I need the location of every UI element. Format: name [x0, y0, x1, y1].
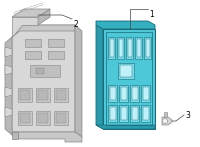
Bar — [30, 65, 60, 77]
Bar — [130, 85, 139, 102]
Polygon shape — [5, 47, 12, 57]
Bar — [132, 87, 138, 100]
Polygon shape — [5, 87, 12, 97]
Bar — [146, 39, 150, 57]
Bar — [56, 113, 66, 123]
Polygon shape — [5, 107, 12, 117]
Bar — [36, 88, 50, 102]
Bar — [18, 88, 32, 102]
Bar — [117, 37, 124, 59]
Polygon shape — [38, 9, 50, 25]
Bar — [120, 87, 127, 100]
Polygon shape — [75, 25, 82, 137]
Polygon shape — [12, 132, 18, 139]
Polygon shape — [12, 25, 75, 37]
Bar — [110, 107, 116, 120]
Bar — [142, 107, 148, 120]
Bar — [130, 105, 139, 122]
Bar — [119, 105, 128, 122]
Bar — [20, 113, 30, 123]
Polygon shape — [162, 117, 172, 125]
Bar — [144, 37, 151, 59]
Text: 2: 2 — [73, 20, 78, 29]
Bar — [110, 87, 116, 100]
Bar — [103, 29, 155, 129]
Bar — [120, 107, 127, 120]
Bar — [36, 111, 50, 125]
Text: 1: 1 — [149, 10, 154, 19]
Bar — [48, 39, 64, 47]
Bar — [128, 39, 132, 57]
Bar — [54, 88, 68, 102]
Polygon shape — [12, 17, 38, 37]
Bar — [141, 105, 150, 122]
Bar — [54, 111, 68, 125]
Bar — [25, 39, 41, 47]
Bar — [108, 85, 117, 102]
Bar — [132, 107, 138, 120]
Bar — [120, 65, 132, 77]
Bar — [108, 37, 115, 59]
Bar — [38, 113, 48, 123]
Bar — [38, 90, 48, 100]
Bar — [141, 85, 150, 102]
Bar — [106, 32, 152, 125]
Polygon shape — [12, 9, 50, 17]
Bar — [142, 87, 148, 100]
Text: 3: 3 — [185, 111, 190, 120]
Circle shape — [162, 118, 168, 123]
Bar — [135, 37, 142, 59]
Bar — [20, 90, 30, 100]
Polygon shape — [96, 25, 103, 129]
Bar — [56, 90, 66, 100]
Polygon shape — [96, 21, 155, 29]
Bar — [136, 39, 140, 57]
Polygon shape — [12, 132, 82, 142]
Bar — [119, 85, 128, 102]
Polygon shape — [12, 25, 75, 132]
Bar — [48, 51, 64, 59]
Bar — [119, 39, 122, 57]
Bar — [118, 63, 134, 79]
Bar — [126, 37, 133, 59]
Polygon shape — [5, 37, 12, 135]
Bar — [164, 112, 167, 117]
Bar — [25, 51, 41, 59]
Bar — [18, 111, 32, 125]
Polygon shape — [96, 125, 155, 129]
Bar — [36, 68, 44, 74]
Polygon shape — [5, 65, 12, 75]
Bar — [108, 105, 117, 122]
Bar — [110, 39, 114, 57]
